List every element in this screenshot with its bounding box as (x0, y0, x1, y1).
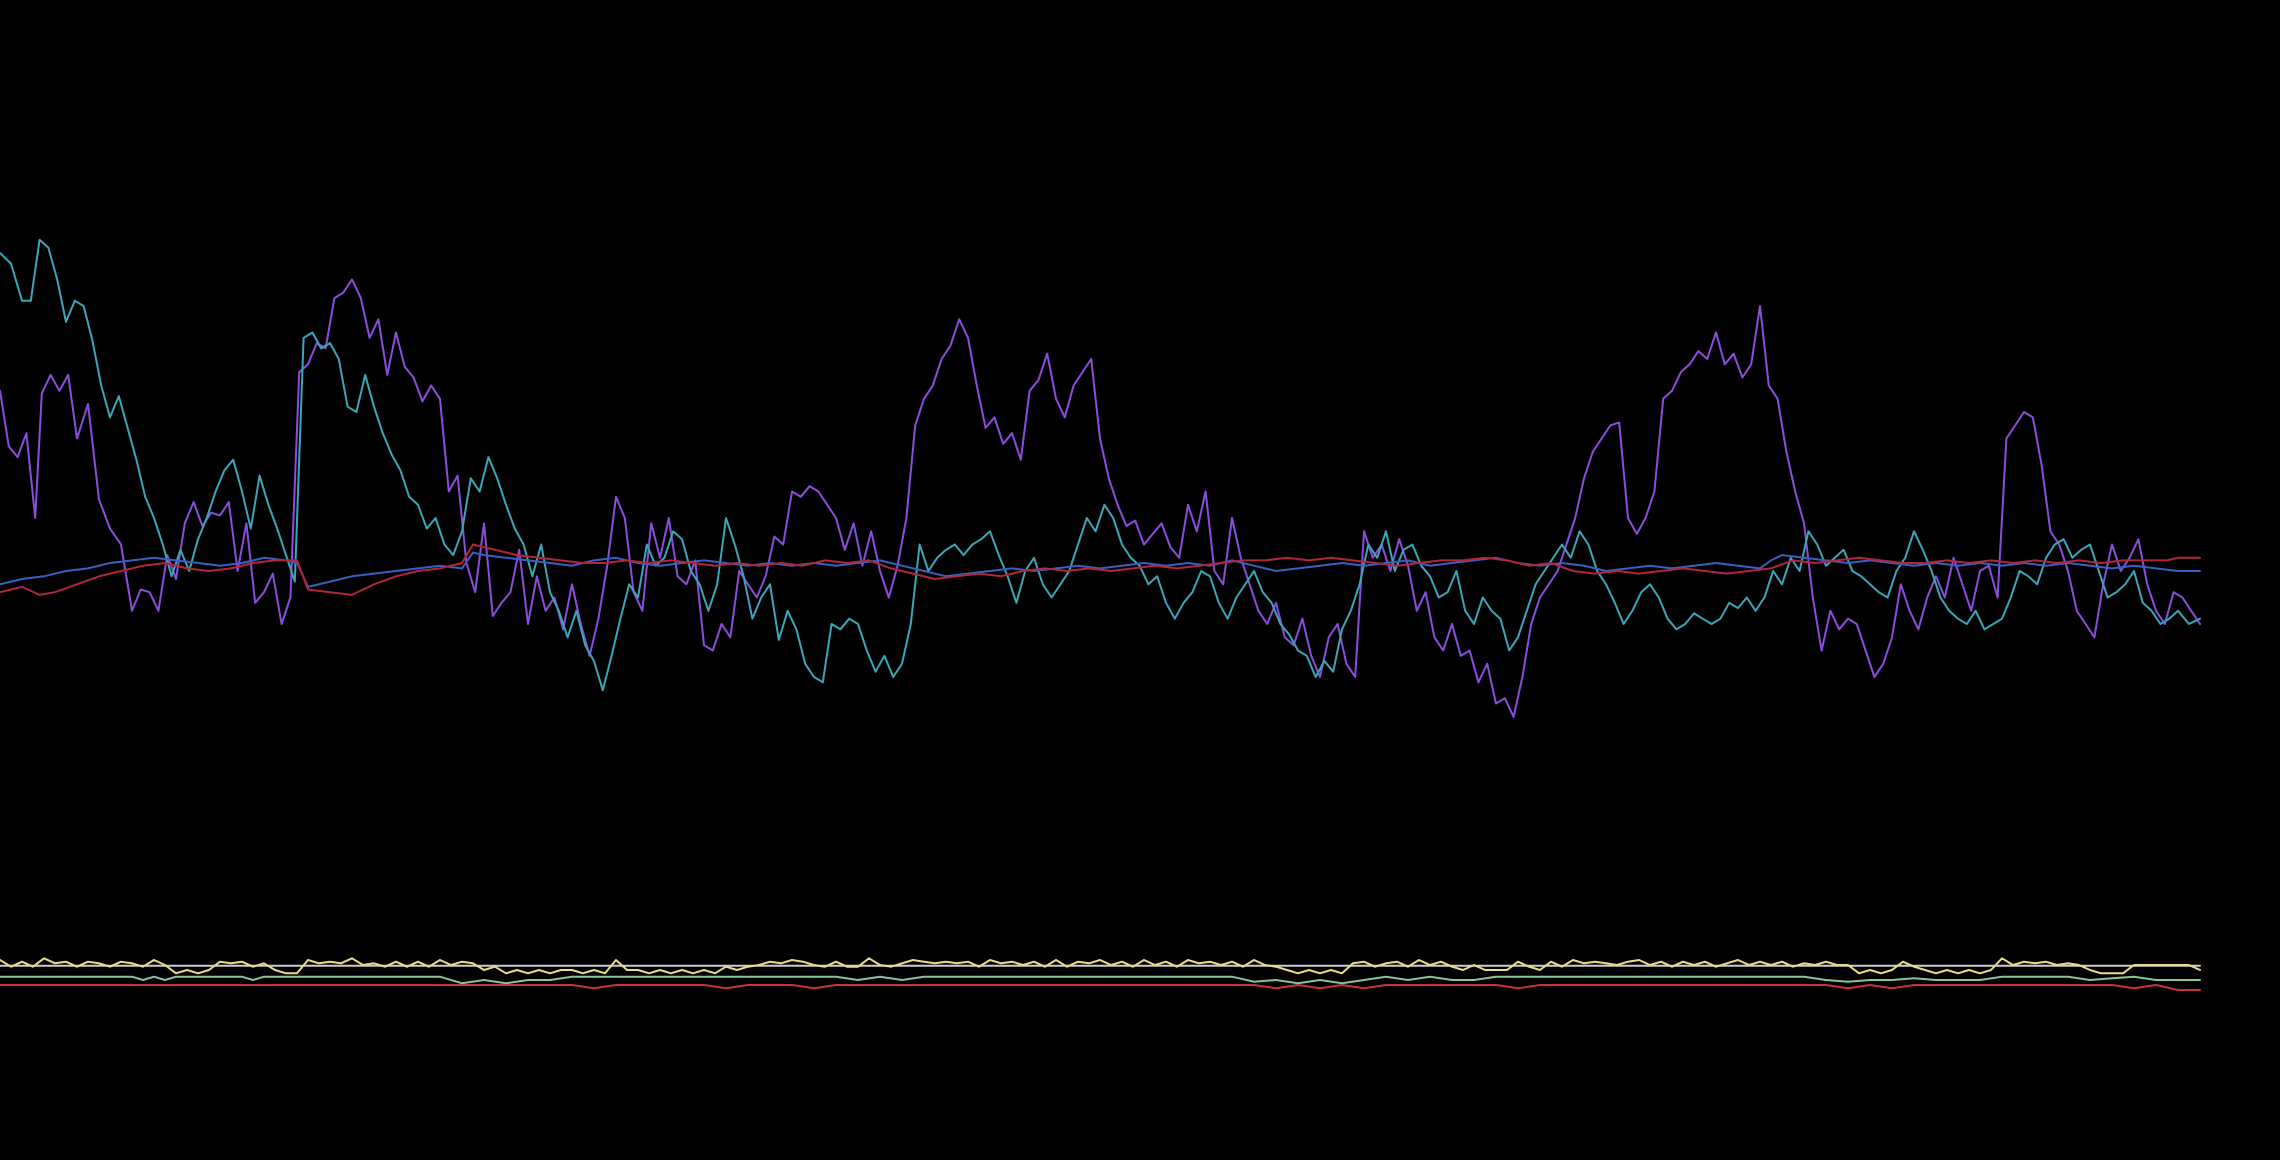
upper-oscillator-panel (0, 238, 2201, 718)
series-line-0-2 (0, 551, 2201, 588)
series-line-1-2 (0, 975, 2201, 985)
series-line-1-1 (0, 957, 2201, 975)
series-line-0-0 (0, 278, 2201, 718)
series-line-0-3 (0, 543, 2201, 596)
lower-indicator-panel (0, 957, 2201, 991)
series-line-1-3 (0, 984, 2201, 991)
